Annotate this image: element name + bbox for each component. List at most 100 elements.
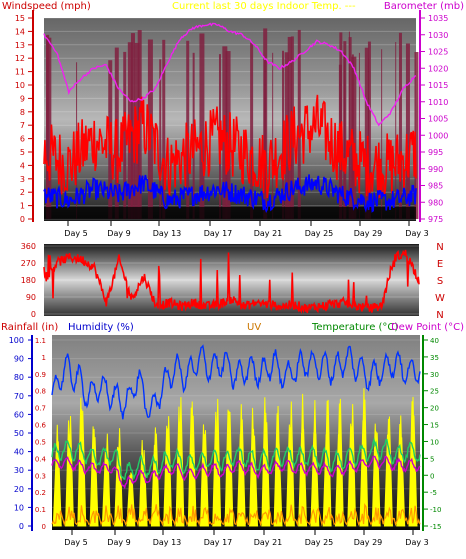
y-tick-label: 80 [14,373,24,382]
y-tick-label: 990 [428,165,443,174]
y-tick-label: 0.2 [35,489,46,497]
y-tick-label: 90 [14,355,24,364]
rainfall-ticks: 0 0.1 0.2 0.3 0.4 0.5 0.6 0.7 0.8 0.9 1 1.1 [35,337,47,531]
y-tick-label: 4 [20,161,25,170]
y-tick-label: 7 [20,121,25,130]
wind-gust-line [43,94,417,199]
gust-spike [250,42,254,220]
barometer-axis-title: Barometer (mb) [384,1,464,12]
y-tick-label: 10 [14,503,24,512]
y-tick-label: 0 [430,472,434,480]
y-tick-label: 25 [430,388,439,396]
temp-hum-x-ticks: Day 5 Day 9 Day 13 Day 17 Day 21 Day 25 Day 29… [64,530,429,547]
y-tick-label: 1025 [428,48,448,57]
y-tick-label: 8 [20,108,25,117]
uv-spike [67,415,75,527]
gust-spike [348,37,352,220]
y-tick-label: 0 [42,523,46,531]
gust-spike [199,33,205,220]
uv-spike [103,433,111,527]
compass-label: N [436,310,443,321]
gust-spike [351,56,357,219]
uv-spike [275,443,283,527]
y-tick-label: 5 [20,148,25,157]
x-tick-label: Day 13 [153,538,182,547]
x-tick-label: Day 3 [405,229,428,238]
y-tick-label: -10 [430,506,441,514]
y-tick-label: 995 [428,148,443,157]
uv-bars [51,388,421,527]
x-tick-label: Day 9 [107,229,130,238]
y-tick-label: 980 [428,198,443,207]
dew-point-line [51,455,421,490]
y-tick-label: 20 [430,405,439,413]
uv-spike [152,433,160,527]
uv-spike [263,422,271,527]
y-tick-label: 50 [14,429,24,438]
uv-spike [398,437,406,527]
y-tick-label: 30 [430,371,439,379]
y-tick-label: 0 [19,522,24,531]
uv-spike [140,450,148,527]
gust-spike [395,42,397,219]
uv-spike [54,441,62,527]
gust-spike [343,41,347,219]
x-tick-label: Day 29 [354,538,383,547]
y-tick-label: 0.6 [35,422,47,430]
y-tick-label: 15 [15,14,25,23]
y-tick-label: 3 [20,175,25,184]
gust-spike [123,51,127,219]
uv-spike [312,433,320,527]
y-tick-label: 985 [428,182,443,191]
y-tick-label: 0.1 [35,506,46,514]
y-tick-label: 1015 [428,81,448,90]
y-tick-label: 1010 [428,98,448,107]
x-tick-label: Day 5 [64,538,87,547]
x-tick-label: Day 17 [204,538,233,547]
y-tick-label: 1000 [428,131,448,140]
y-tick-label: 20 [14,485,24,494]
gust-spike [46,34,50,220]
y-tick-label: 13 [15,41,25,50]
rainfall-axis-title: Rainfall (in) [1,322,58,333]
y-tick-label: 0.8 [35,388,46,396]
x-tick-label: Day 29 [354,229,383,238]
gust-spike [414,52,419,220]
x-tick-label: Day 21 [254,538,283,547]
wind-direction-line [43,249,420,314]
y-tick-label: 90 [26,293,36,302]
y-tick-label: 180 [21,276,36,285]
y-tick-label: 360 [21,242,36,251]
compass-label: N [436,242,443,253]
uv-spike [385,416,393,527]
wind-direction-series [43,249,420,314]
dew-point-axis-title: Dew Point (°C) [391,322,464,333]
y-tick-label: 1035 [428,14,448,23]
x-tick-label: Day 17 [204,229,233,238]
y-tick-label: 0 [20,215,25,224]
calm-band [44,206,416,219]
wind-baro-x-ticks: Day 5 Day 9 Day 13 Day 17 Day 21 Day 25 Day 29… [64,221,429,238]
y-tick-label: 2 [20,188,25,197]
y-tick-label: 10 [430,438,439,446]
uv-spike [300,428,308,527]
temp-hum-gridlines [52,339,420,527]
gust-spike [364,47,369,219]
uv-axis-title: UV [247,322,261,333]
gust-spike [186,40,190,220]
wind-direction-degree-ticks: 0 90 180 270 360 [21,242,36,319]
indoor-temp-legend: Current last 30 days Indoor Temp. --- [172,1,356,12]
wind-baro-series [43,22,417,214]
gust-spike [264,59,267,219]
y-tick-label: 975 [428,215,443,224]
gust-spike [297,29,301,219]
y-tick-label: 1005 [428,115,448,124]
x-tick-label: Day 3 [405,538,428,547]
x-tick-label: Day 21 [254,229,283,238]
y-tick-label: 5 [430,455,434,463]
y-tick-label: 30 [14,466,24,475]
temp-hum-series [51,344,421,490]
gust-spike [367,41,371,219]
